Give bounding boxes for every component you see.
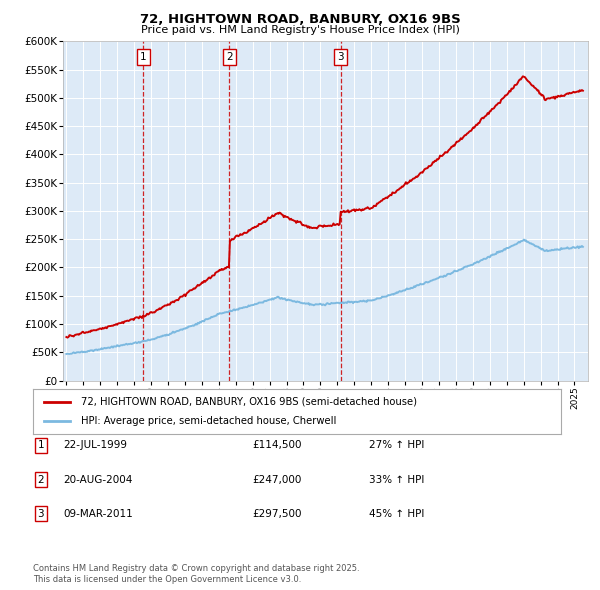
Text: 72, HIGHTOWN ROAD, BANBURY, OX16 9BS (semi-detached house): 72, HIGHTOWN ROAD, BANBURY, OX16 9BS (se… <box>80 397 416 407</box>
Text: 27% ↑ HPI: 27% ↑ HPI <box>369 441 424 450</box>
Text: £247,000: £247,000 <box>252 475 301 484</box>
Text: 1: 1 <box>140 52 147 62</box>
Text: £297,500: £297,500 <box>252 509 302 519</box>
Text: Contains HM Land Registry data © Crown copyright and database right 2025.: Contains HM Land Registry data © Crown c… <box>33 565 359 573</box>
Text: 72, HIGHTOWN ROAD, BANBURY, OX16 9BS: 72, HIGHTOWN ROAD, BANBURY, OX16 9BS <box>140 13 460 26</box>
Text: 20-AUG-2004: 20-AUG-2004 <box>63 475 133 484</box>
Text: £114,500: £114,500 <box>252 441 302 450</box>
Text: 09-MAR-2011: 09-MAR-2011 <box>63 509 133 519</box>
Text: This data is licensed under the Open Government Licence v3.0.: This data is licensed under the Open Gov… <box>33 575 301 584</box>
Text: 45% ↑ HPI: 45% ↑ HPI <box>369 509 424 519</box>
Text: 2: 2 <box>226 52 233 62</box>
Text: Price paid vs. HM Land Registry's House Price Index (HPI): Price paid vs. HM Land Registry's House … <box>140 25 460 35</box>
Text: 3: 3 <box>337 52 344 62</box>
Text: 2: 2 <box>37 475 44 484</box>
Text: 22-JUL-1999: 22-JUL-1999 <box>63 441 127 450</box>
Text: 3: 3 <box>37 509 44 519</box>
Text: 33% ↑ HPI: 33% ↑ HPI <box>369 475 424 484</box>
Text: HPI: Average price, semi-detached house, Cherwell: HPI: Average price, semi-detached house,… <box>80 417 336 426</box>
Text: 1: 1 <box>37 441 44 450</box>
